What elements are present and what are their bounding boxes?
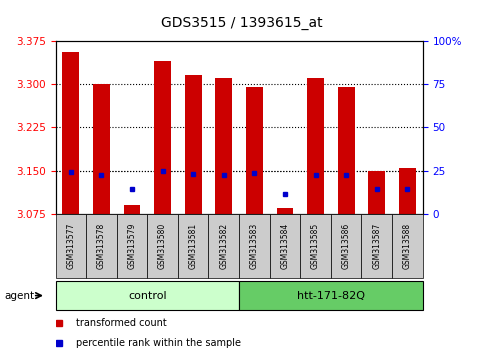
Text: transformed count: transformed count	[76, 318, 167, 328]
Text: GSM313586: GSM313586	[341, 223, 351, 269]
Bar	[270, 214, 300, 278]
Text: control: control	[128, 291, 167, 301]
Text: GSM313588: GSM313588	[403, 223, 412, 269]
Bar	[239, 214, 270, 278]
Bar	[331, 214, 361, 278]
Bar	[62, 52, 79, 214]
Bar	[117, 214, 147, 278]
Bar	[124, 206, 141, 214]
Bar	[338, 87, 355, 214]
Text: GSM313584: GSM313584	[281, 223, 289, 269]
Bar	[239, 281, 423, 310]
Text: GSM313577: GSM313577	[66, 223, 75, 269]
Text: GDS3515 / 1393615_at: GDS3515 / 1393615_at	[161, 16, 322, 30]
Text: GSM313579: GSM313579	[128, 223, 137, 269]
Text: percentile rank within the sample: percentile rank within the sample	[76, 338, 241, 348]
Bar	[185, 75, 201, 214]
Text: GSM313578: GSM313578	[97, 223, 106, 269]
Text: GSM313587: GSM313587	[372, 223, 381, 269]
Bar	[277, 209, 293, 214]
Text: GSM313583: GSM313583	[250, 223, 259, 269]
Text: agent: agent	[5, 291, 35, 301]
Bar	[154, 61, 171, 214]
Bar	[392, 214, 423, 278]
Bar	[93, 84, 110, 214]
Bar	[246, 87, 263, 214]
Bar	[300, 214, 331, 278]
Bar	[369, 171, 385, 214]
Bar	[361, 214, 392, 278]
Bar	[215, 78, 232, 214]
Bar	[307, 78, 324, 214]
Text: GSM313581: GSM313581	[189, 223, 198, 269]
Bar	[399, 168, 416, 214]
Bar	[209, 214, 239, 278]
Bar	[147, 214, 178, 278]
Text: GSM313580: GSM313580	[158, 223, 167, 269]
Bar	[56, 281, 239, 310]
Text: GSM313582: GSM313582	[219, 223, 228, 269]
Bar	[86, 214, 117, 278]
Bar	[178, 214, 209, 278]
Text: GSM313585: GSM313585	[311, 223, 320, 269]
Text: htt-171-82Q: htt-171-82Q	[297, 291, 365, 301]
Bar	[56, 214, 86, 278]
